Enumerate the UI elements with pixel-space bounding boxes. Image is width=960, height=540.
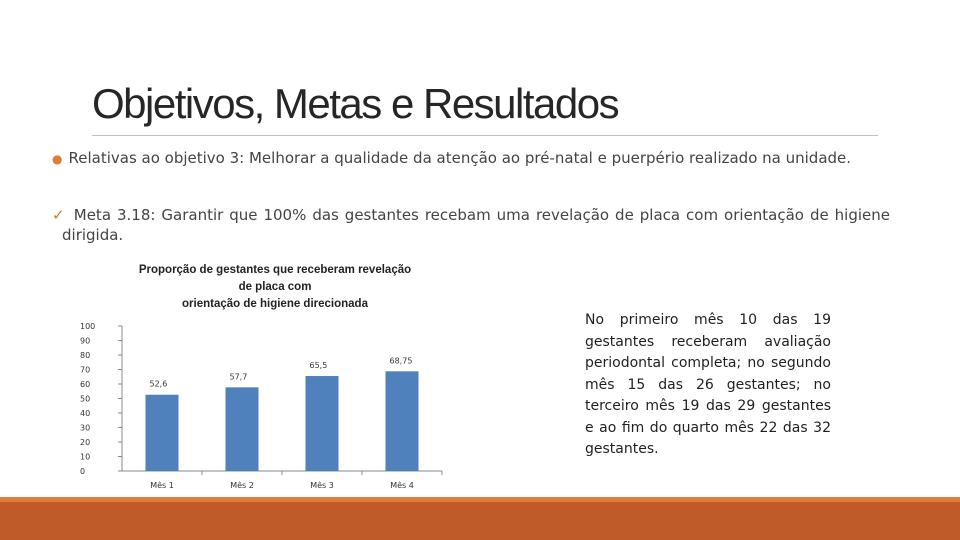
bar-chart: 0 10 20 30 40 50 60 70 80 90 100 52,6 Mês 1 57,7 Mês 2… (80, 322, 443, 490)
x-tick-label: Mês 2 (230, 480, 254, 490)
y-tick-label: 40 (80, 409, 90, 418)
data-label: 57,7 (230, 372, 248, 381)
y-tick-label: 10 (80, 453, 90, 462)
objective-paragraph: ● Relativas ao objetivo 3: Melhorar a qua… (52, 148, 890, 169)
footer-accent (0, 497, 960, 502)
title-divider (92, 135, 878, 136)
chart-title-line: Proporção de gestantes que receberam rev… (138, 264, 412, 276)
y-tick-label: 90 (80, 337, 90, 346)
data-label: 68,75 (390, 356, 413, 365)
chart-title-line: orientação de higiene direcionada (182, 298, 368, 310)
goal-paragraph: ✓ Meta 3.18: Garantir que 100% das gestan… (52, 205, 890, 245)
y-tick-label: 100 (80, 322, 95, 331)
y-tick-label: 30 (80, 424, 90, 433)
bar (225, 387, 259, 471)
chart-title-line: de placa com (238, 281, 312, 293)
bar (305, 376, 339, 471)
goal-text: Meta 3.18: Garantir que 100% das gestant… (62, 206, 890, 244)
slide-title: Objetivos, Metas e Resultados (92, 80, 620, 127)
y-tick-label: 70 (80, 366, 90, 375)
y-tick-label: 80 (80, 351, 90, 360)
y-tick-label: 50 (80, 395, 90, 404)
y-tick-label: 60 (80, 380, 90, 389)
checkmark-icon: ✓ (52, 206, 66, 224)
data-label: 65,5 (310, 361, 328, 370)
chart-title: Proporção de gestantes que receberam rev… (115, 262, 435, 313)
results-summary: No primeiro mês 10 das 19 gestantes rece… (585, 312, 831, 457)
bullet-icon: ● (52, 152, 63, 166)
x-tick-label: Mês 1 (150, 480, 174, 490)
x-tick-label: Mês 4 (390, 480, 414, 490)
x-tick-label: Mês 3 (310, 480, 334, 490)
bar (145, 394, 179, 471)
objective-text: Relativas ao objetivo 3: Melhorar a qual… (68, 149, 852, 167)
y-tick-label: 20 (80, 438, 90, 447)
y-tick-label: 0 (80, 467, 85, 476)
data-label: 52,6 (150, 380, 168, 389)
bar (385, 371, 419, 471)
footer-bar (0, 497, 960, 540)
